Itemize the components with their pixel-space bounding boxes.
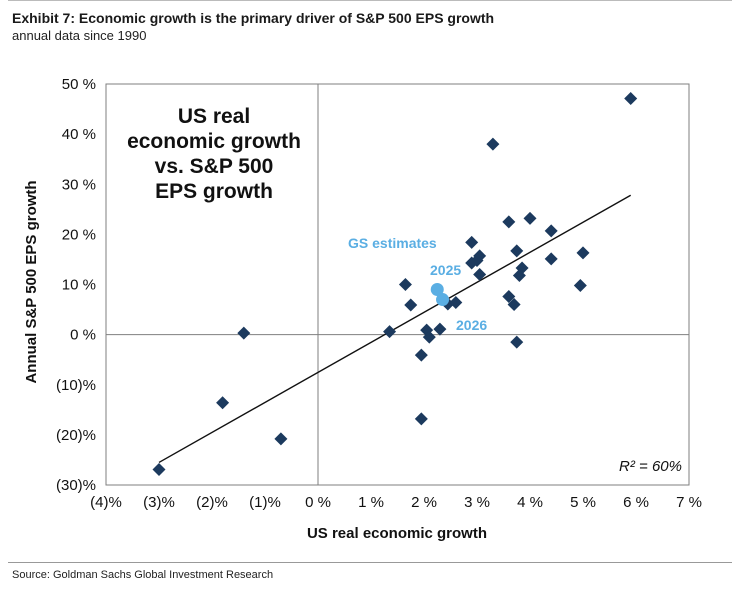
data-point	[544, 224, 558, 238]
y-tick-label: (10)%	[56, 377, 96, 394]
data-point	[510, 244, 524, 258]
data-point	[383, 325, 397, 339]
estimate-point-2026	[436, 293, 450, 307]
x-tick-label: (4)%	[90, 494, 122, 511]
r-squared-label: R² = 60%	[619, 458, 682, 475]
data-point	[473, 267, 487, 281]
y-tick-label: 40 %	[62, 126, 96, 143]
plot-frame	[105, 83, 690, 486]
data-point	[486, 137, 500, 151]
data-point	[465, 256, 479, 270]
inset-title-line-2: economic growth	[127, 130, 301, 153]
data-point	[398, 278, 412, 291]
x-tick-label: 5 %	[570, 494, 596, 511]
y-tick-labels: 50 % 40 % 30 % 20 % 10 % 0 % (10)% (20)% (30)%	[56, 76, 96, 494]
data-points	[152, 92, 638, 476]
data-point	[573, 279, 587, 293]
data-point	[152, 462, 166, 476]
inset-title-line-3: vs. S&P 500	[155, 155, 274, 178]
estimate-2025-label: 2025	[430, 262, 461, 278]
y-tick-label: 50 %	[62, 76, 96, 93]
gs-estimates-label: GS estimates	[348, 235, 437, 251]
data-point	[433, 322, 447, 336]
data-point	[544, 252, 558, 266]
data-point	[414, 348, 428, 362]
estimate-2026-label: 2026	[456, 317, 487, 333]
x-tick-label: (2)%	[196, 494, 228, 511]
x-tick-label: 6 %	[623, 494, 649, 511]
data-point	[404, 298, 418, 312]
data-point	[512, 268, 526, 282]
x-tick-label: 4 %	[517, 494, 543, 511]
x-tick-label: (3)%	[143, 494, 175, 511]
y-tick-label: 20 %	[62, 226, 96, 243]
x-tick-label: 7 %	[676, 494, 702, 511]
estimate-point-2025	[430, 283, 444, 297]
data-point	[507, 298, 521, 312]
exhibit-title: Exhibit 7: Economic growth is the primar…	[12, 10, 495, 26]
data-point	[502, 215, 516, 229]
x-tick-label: 0 %	[305, 494, 331, 511]
x-tick-label: (1)%	[249, 494, 281, 511]
x-axis-title: US real economic growth	[307, 525, 487, 542]
exhibit-subtitle: annual data since 1990	[12, 28, 147, 43]
x-tick-labels: (4)% (3)% (2)% (1)% 0 % 1 % 2 % 3 % 4 % 5 % 6 % 7 %	[90, 494, 702, 511]
data-point	[624, 92, 638, 106]
data-point	[216, 396, 230, 410]
y-axis-title: Annual S&P 500 EPS growth	[23, 180, 40, 383]
data-point	[465, 235, 479, 249]
y-tick-label: 10 %	[62, 277, 96, 294]
data-point	[274, 432, 288, 446]
data-point	[576, 246, 590, 260]
data-point	[414, 412, 428, 426]
top-rule	[8, 0, 732, 1]
inset-title-line-1: US real	[178, 105, 250, 128]
data-point	[523, 211, 537, 225]
regression-line	[158, 194, 632, 464]
exhibit-header: Exhibit 7: Economic growth is the primar…	[12, 10, 494, 43]
x-tick-label: 1 %	[358, 494, 384, 511]
y-tick-label: (30)%	[56, 477, 96, 494]
data-point	[510, 335, 524, 349]
y-tick-label: 30 %	[62, 176, 96, 193]
bottom-rule	[8, 562, 732, 563]
y-tick-label: (20)%	[56, 427, 96, 444]
x-tick-label: 3 %	[464, 494, 490, 511]
x-tick-label: 2 %	[411, 494, 437, 511]
y-tick-label: 0 %	[70, 327, 96, 344]
source-note: Source: Goldman Sachs Global Investment …	[12, 569, 274, 581]
inset-title-line-4: EPS growth	[155, 180, 273, 203]
data-point	[237, 326, 251, 340]
estimate-points	[430, 283, 450, 307]
data-point	[422, 330, 436, 344]
data-point	[502, 290, 516, 304]
